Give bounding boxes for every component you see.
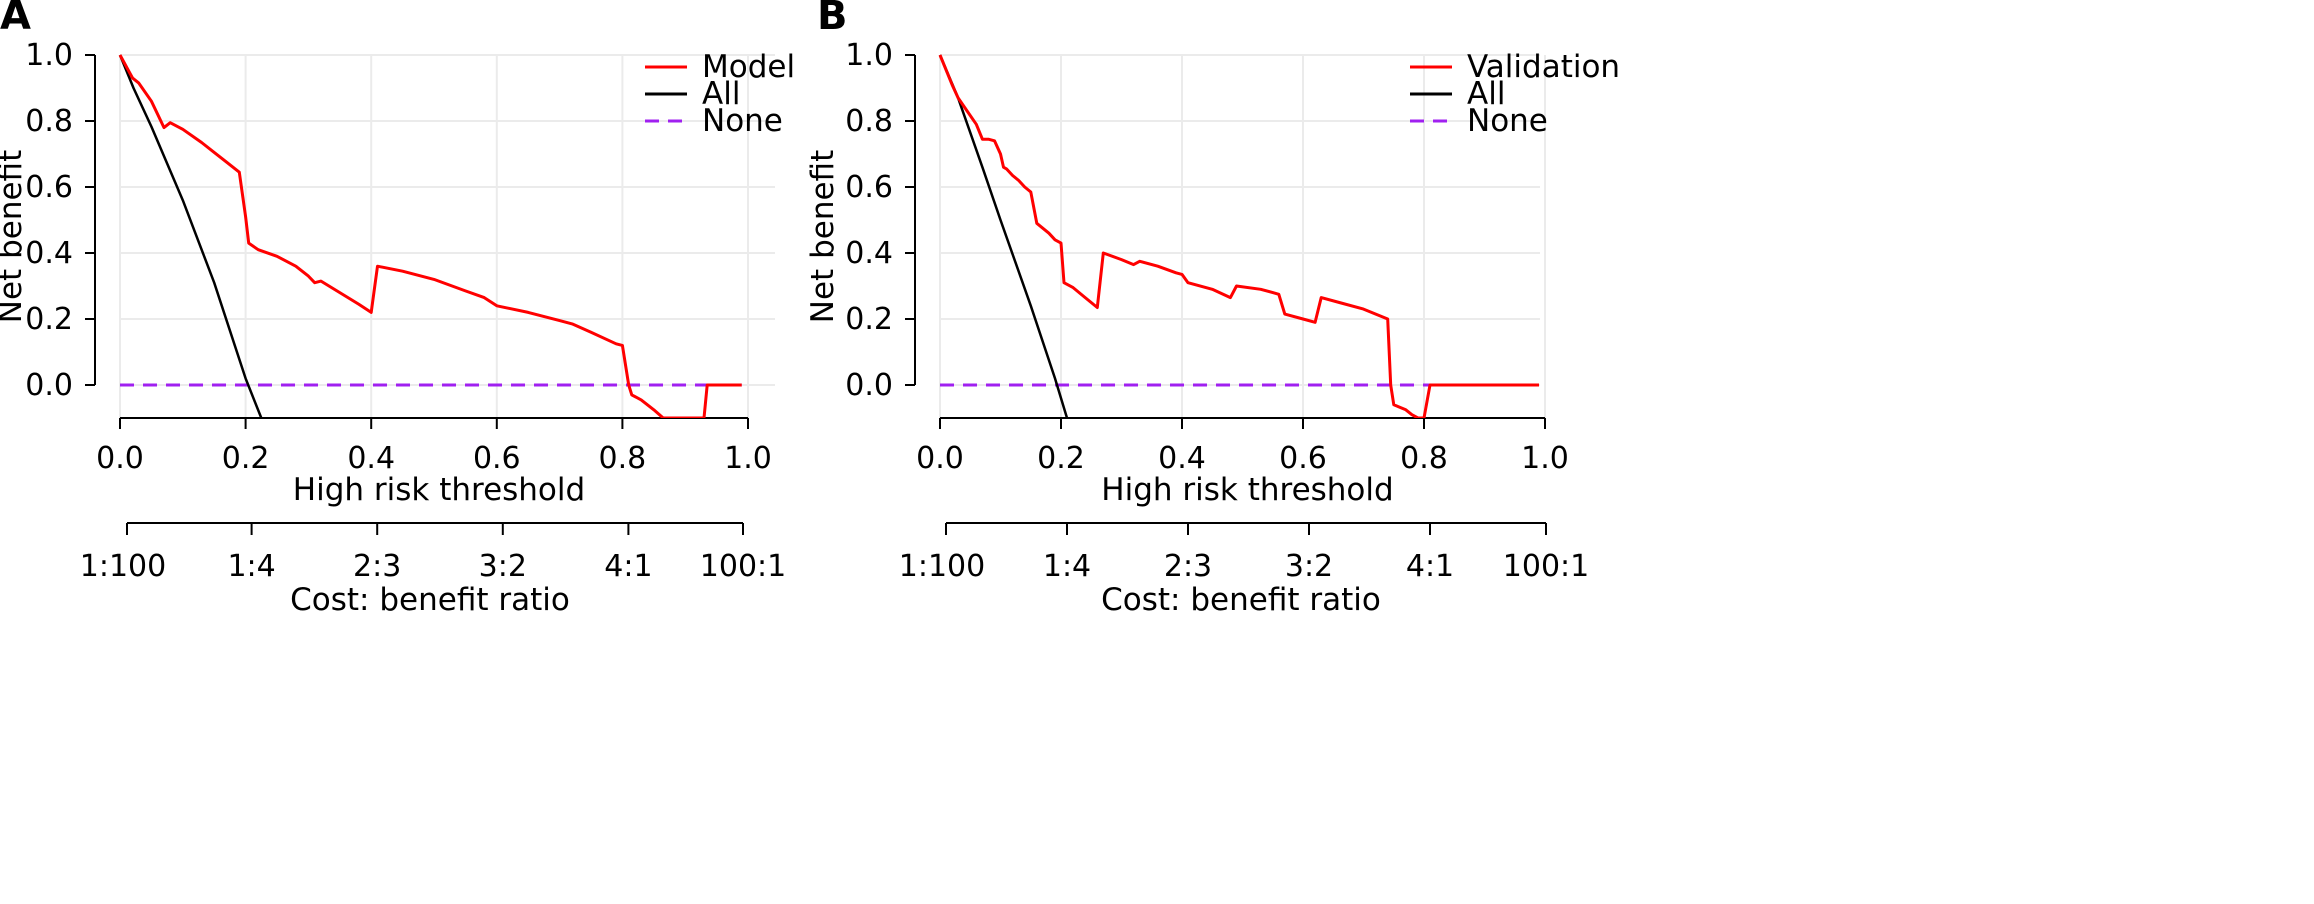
x-tick-label: 0.4 — [347, 441, 395, 476]
cost-benefit-tick-label: 1:100 — [899, 549, 985, 584]
legend-label-model: Model — [702, 49, 795, 85]
legend-label-none: None — [702, 103, 783, 139]
cost-benefit-tick-label: 100:1 — [1503, 549, 1589, 584]
cost-benefit-tick-label: 4:1 — [1406, 549, 1454, 584]
x-tick-label: 0.8 — [1400, 441, 1448, 476]
legend-label-all: All — [1467, 76, 1505, 112]
series-line-validation — [938, 54, 1539, 418]
y-tick-label: 0.8 — [845, 104, 893, 139]
y-tick-label: 0.4 — [25, 236, 73, 271]
cost-benefit-tick-label: 2:3 — [1164, 549, 1212, 584]
x-tick-label: 0.0 — [96, 441, 144, 476]
y-tick-label: 0.4 — [845, 236, 893, 271]
y-tick-label: 0.0 — [25, 368, 73, 403]
x-axis-title: High risk threshold — [293, 472, 585, 508]
cost-benefit-axis-title: Cost: benefit ratio — [290, 582, 570, 618]
x-tick-label: 0.2 — [222, 441, 270, 476]
series-line-all — [938, 54, 1069, 418]
x-tick-label: 0.4 — [1158, 441, 1206, 476]
x-tick-label: 0.6 — [1279, 441, 1327, 476]
cost-benefit-tick-label: 2:3 — [353, 549, 401, 584]
y-axis-title: Net benefit — [0, 150, 29, 323]
cost-benefit-tick-label: 1:4 — [1043, 549, 1091, 584]
y-tick-label: 1.0 — [845, 38, 893, 73]
series-line-all — [118, 54, 263, 418]
x-tick-label: 1.0 — [1521, 441, 1569, 476]
y-tick-label: 0.2 — [25, 302, 73, 337]
legend-label-validation: Validation — [1467, 49, 1620, 85]
cost-benefit-tick-label: 3:2 — [479, 549, 527, 584]
y-tick-label: 0.2 — [845, 302, 893, 337]
cost-benefit-tick-label: 100:1 — [700, 549, 786, 584]
y-axis-title: Net benefit — [805, 150, 841, 323]
legend-label-none: None — [1467, 103, 1548, 139]
panel-a: 0.0 0.2 0.4 0.6 0.8 1.0 Net benefit 0.0 0.2 0.4 0.… — [0, 0, 795, 618]
panel-label: A — [0, 0, 31, 39]
cost-benefit-tick-label: 1:4 — [227, 549, 275, 584]
x-tick-label: 0.8 — [599, 441, 647, 476]
panel-b: 0.0 0.2 0.4 0.6 0.8 1.0 Net benefit 0.0 0.2 0.4 0.… — [805, 0, 1620, 618]
panel-label: B — [817, 0, 848, 39]
y-tick-label: 0.6 — [25, 170, 73, 205]
x-tick-label: 1.0 — [724, 441, 772, 476]
y-tick-label: 0.8 — [25, 104, 73, 139]
y-tick-label: 0.6 — [845, 170, 893, 205]
cost-benefit-tick-label: 3:2 — [1285, 549, 1333, 584]
y-tick-label: 1.0 — [25, 38, 73, 73]
x-tick-label: 0.6 — [473, 441, 521, 476]
cost-benefit-tick-label: 4:1 — [604, 549, 652, 584]
series-line-model — [118, 54, 742, 418]
x-tick-label: 0.0 — [916, 441, 964, 476]
cost-benefit-tick-label: 1:100 — [80, 549, 166, 584]
legend-label-all: All — [702, 76, 740, 112]
y-tick-label: 0.0 — [845, 368, 893, 403]
x-axis-title: High risk threshold — [1101, 472, 1393, 508]
x-tick-label: 0.2 — [1037, 441, 1085, 476]
cost-benefit-axis-title: Cost: benefit ratio — [1101, 582, 1381, 618]
